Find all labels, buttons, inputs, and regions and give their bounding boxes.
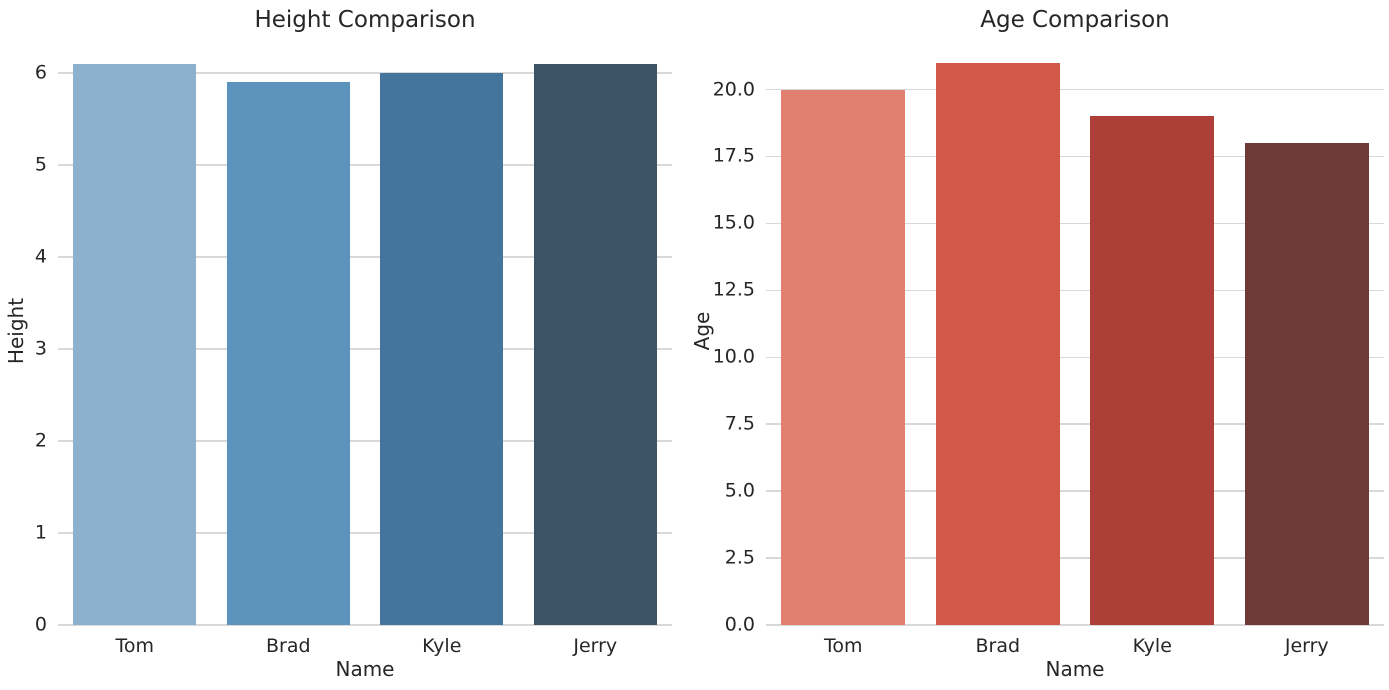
gridline <box>58 256 672 258</box>
bar-jerry <box>1244 143 1369 625</box>
gridline <box>58 164 672 166</box>
plot-area <box>58 36 672 626</box>
bar-kyle <box>1090 116 1215 625</box>
bar-tom <box>73 63 197 625</box>
chart-title: Height Comparison <box>254 7 476 33</box>
bar-jerry <box>533 63 657 625</box>
plot-area <box>766 36 1384 626</box>
x-tick-label: Tom <box>115 635 155 657</box>
x-tick-label: Jerry <box>1284 635 1329 657</box>
bar-kyle <box>380 72 504 625</box>
bar-brad <box>226 82 350 625</box>
y-tick-label: 17.5 <box>712 144 755 167</box>
gridline <box>766 557 1384 559</box>
gridline <box>766 155 1384 158</box>
y-tick-label: 0.0 <box>724 613 755 636</box>
y-tick-label: 10.0 <box>712 345 755 368</box>
gridline <box>58 440 672 442</box>
gridline <box>766 88 1384 91</box>
chart-title: Age Comparison <box>980 7 1170 33</box>
y-tick-label: 6 <box>34 61 47 84</box>
y-tick-label: 12.5 <box>712 278 755 301</box>
x-tick-label: Brad <box>975 635 1021 657</box>
x-axis-label: Name <box>335 657 395 681</box>
y-tick-label: 2 <box>34 429 47 452</box>
y-tick-label: 15.0 <box>712 211 755 234</box>
x-axis-label: Name <box>1045 657 1105 681</box>
gridline <box>58 532 672 534</box>
x-tick-label: Kyle <box>422 635 462 657</box>
y-tick-label: 20.0 <box>712 78 755 101</box>
bar-brad <box>935 62 1060 625</box>
y-tick-label: 5.0 <box>724 479 755 502</box>
gridline <box>766 289 1384 292</box>
x-tick-label: Jerry <box>573 635 618 657</box>
gridline <box>766 624 1384 626</box>
y-axis-label: Age <box>690 311 714 350</box>
y-tick-label: 1 <box>34 521 47 544</box>
y-tick-label: 4 <box>34 245 47 268</box>
y-tick-label: 2.5 <box>724 546 755 569</box>
gridline <box>58 348 672 350</box>
gridline <box>766 356 1384 359</box>
y-tick-label: 0 <box>34 613 47 636</box>
gridline <box>766 490 1384 492</box>
gridline <box>58 72 672 74</box>
x-tick-label: Brad <box>265 635 311 657</box>
y-tick-label: 5 <box>34 153 47 176</box>
bar-tom <box>781 89 906 625</box>
y-tick-label: 3 <box>34 337 47 360</box>
gridline <box>766 222 1384 225</box>
x-tick-label: Tom <box>823 635 863 657</box>
gridline <box>58 624 672 626</box>
x-tick-label: Kyle <box>1132 635 1172 657</box>
y-tick-label: 7.5 <box>724 412 755 435</box>
gridline <box>766 423 1384 425</box>
